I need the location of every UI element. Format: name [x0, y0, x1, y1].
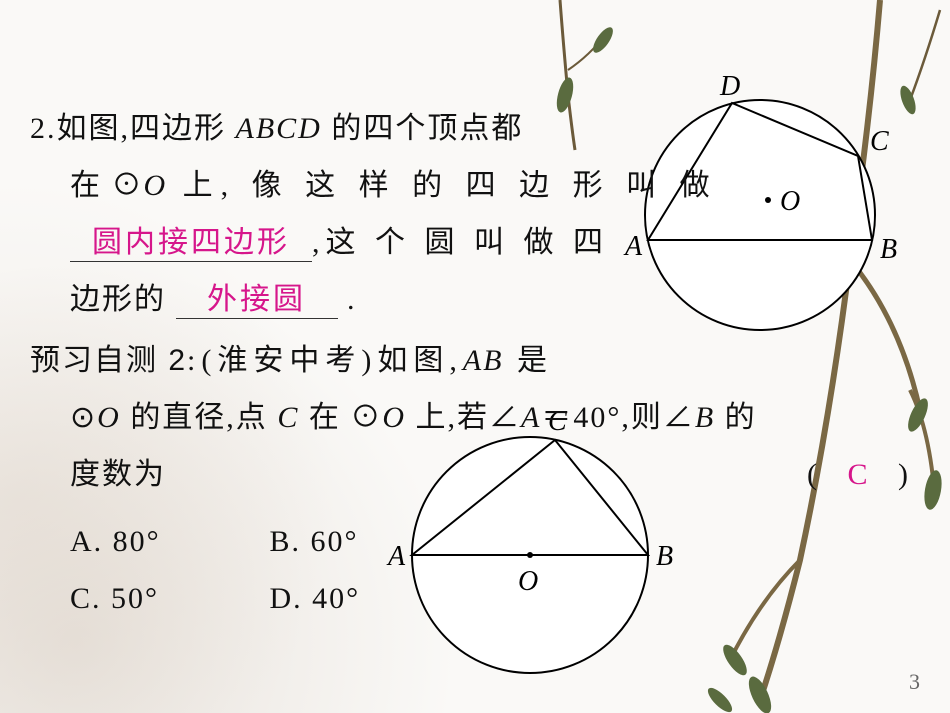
opt-A: A. 80° [70, 513, 260, 570]
opt-B: B. 60° [270, 513, 359, 570]
page-number: 3 [909, 669, 920, 695]
test2-line3: 度数为 ( C ) [30, 446, 920, 503]
test2-options: A. 80° B. 60° C. 50° D. 40° [30, 513, 920, 627]
test2-answer: C [847, 458, 869, 491]
q2-line1: 2.如图,四边形 ABCD 的四个顶点都 [30, 100, 920, 157]
test2-line2: ⊙O 的直径,点 C 在 ⊙O 上,若∠A＝40°,则∠B 的 [30, 389, 920, 446]
q2-blank2: 外接圆 [176, 283, 338, 319]
test2-prefix: 预习自测 2 [30, 344, 187, 377]
q2-line2: 在 ⊙O 上, 像 这 样 的 四 边 形 叫 做 [30, 157, 920, 214]
q2-line3: 圆内接四边形,这 个 圆 叫 做 四 [30, 214, 920, 271]
opt-C: C. 50° [70, 570, 260, 627]
test2-line1: 预习自测 2:(淮安中考)如图,AB 是 [30, 332, 920, 389]
opt-D: D. 40° [270, 570, 361, 627]
q2-blank1: 圆内接四边形 [70, 226, 312, 262]
q2-line4: 边形的 外接圆 . [30, 271, 920, 328]
q2-num: 2. [30, 112, 57, 145]
text-content: 2.如图,四边形 ABCD 的四个顶点都 在 ⊙O 上, 像 这 样 的 四 边… [30, 100, 920, 627]
